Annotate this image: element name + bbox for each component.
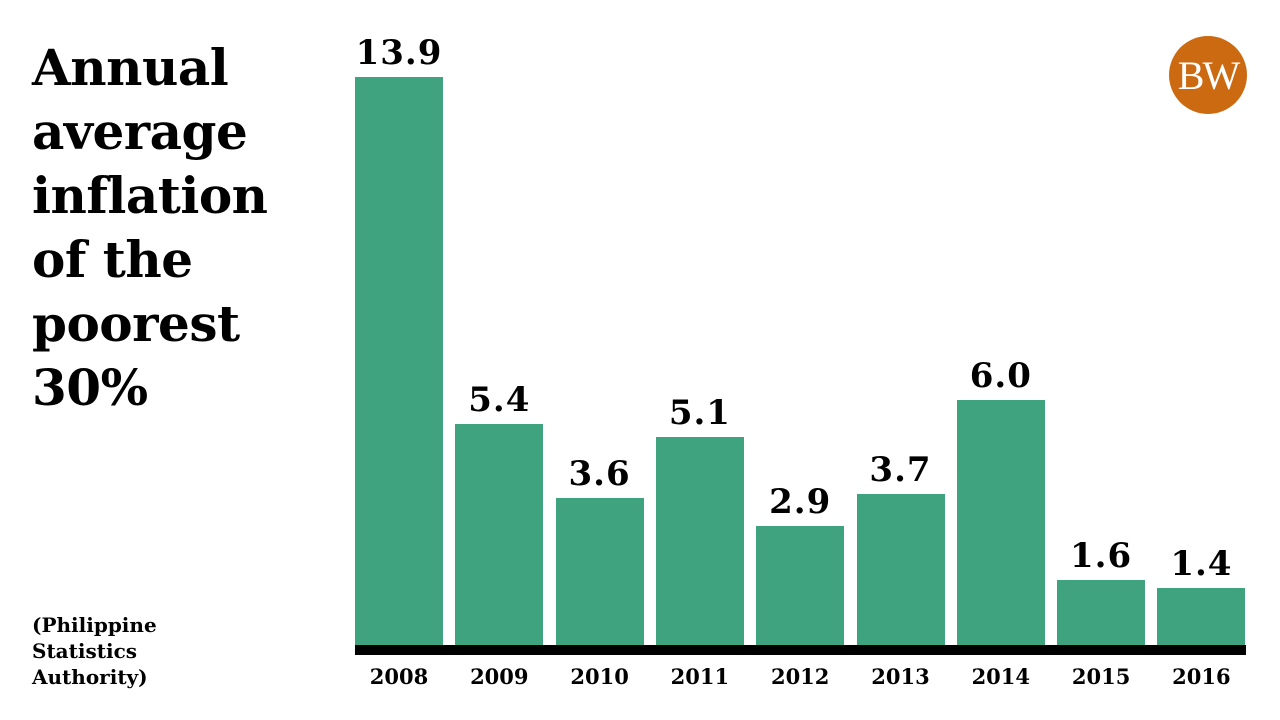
chart-title: Annual average inflation of the poorest … [32,36,332,420]
bar-2016 [1157,587,1246,645]
title-line: average [32,102,248,161]
x-tick-label: 2010 [570,664,629,689]
value-label: 5.4 [468,380,531,421]
value-label: 1.4 [1170,543,1233,584]
bar-2009 [455,424,544,645]
value-label: 1.6 [1070,535,1133,576]
source-line: Authority) [32,665,148,689]
bar-2015 [1057,579,1146,645]
title-line: inflation [32,166,268,225]
title-line: 30% [32,358,148,417]
title-line: of the [32,230,193,289]
title-line: poorest [32,294,240,353]
x-tick-label: 2014 [971,664,1031,689]
x-tick-label: 2015 [1071,664,1131,689]
x-tick-label: 2011 [670,664,730,689]
value-label: 6.0 [969,355,1032,396]
bar-2013 [856,493,945,645]
value-label: 13.9 [355,33,443,73]
bar-2011 [655,436,744,645]
value-label: 5.1 [668,392,731,433]
value-label: 2.9 [769,482,832,523]
source-note: (Philippine Statistics Authority) [32,612,232,690]
bw-logo-icon: BW [1169,36,1247,114]
value-label: 3.7 [869,449,932,490]
bar-2012 [756,526,845,645]
x-tick-label: 2009 [470,664,529,689]
title-line: Annual [32,38,229,97]
bar-2010 [555,497,644,645]
bar-2014 [956,399,1045,645]
x-axis-line [355,645,1246,655]
x-tick-label: 2012 [770,664,830,689]
logo-text: BW [1177,52,1240,98]
source-line: Statistics [32,639,138,663]
x-tick-label: 2008 [369,664,429,689]
bar-2008 [355,77,443,645]
value-label: 3.6 [568,453,631,494]
source-line: (Philippine [32,613,157,637]
x-tick-label: 2016 [1172,664,1231,689]
x-tick-label: 2013 [871,664,930,689]
